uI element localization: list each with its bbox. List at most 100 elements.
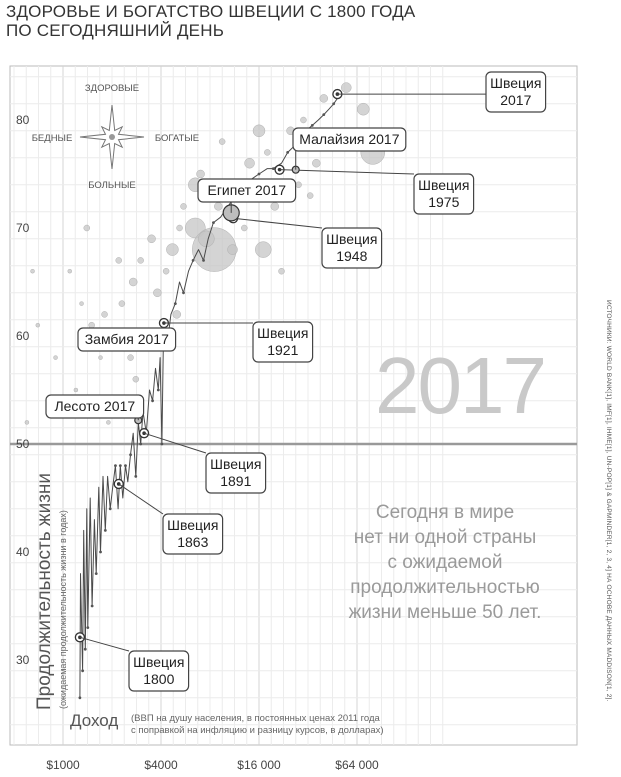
label-country-text: Лесото 2017 (54, 398, 135, 414)
label-country: Малайзия 2017 (292, 127, 407, 152)
country-bubble (319, 94, 329, 103)
compass-center (109, 134, 115, 140)
country-bubble (53, 355, 58, 360)
compass-north: ЗДОРОВЫЕ (85, 83, 139, 94)
country-bubble (295, 181, 302, 189)
label-sweden-1921-text: 1921 (267, 342, 298, 358)
leader-line (118, 483, 164, 515)
country-bubble (198, 230, 215, 248)
country-bubble (227, 244, 238, 255)
sweden-path-point (191, 259, 195, 262)
label-country-text: Замбия 2017 (85, 331, 169, 347)
country-bubble (67, 268, 72, 274)
country-bubble (24, 420, 30, 425)
label-country-box (77, 327, 177, 352)
label-sweden-1863-box (162, 513, 224, 555)
sweden-path-point (134, 475, 138, 478)
label-sweden-1800-box (128, 650, 190, 692)
country-bubble (73, 387, 79, 393)
country-bubble (306, 192, 314, 199)
sweden-path-point (103, 529, 107, 532)
year-watermark: 2017 (375, 341, 547, 430)
label-sweden-1891-text: 1891 (220, 473, 251, 489)
sweden-path-point (156, 388, 160, 392)
sweden-path-point (286, 151, 290, 154)
sweden-path-point (129, 453, 132, 457)
x-tick-label: $1000 (46, 758, 80, 772)
label-country: Лесото 2017 (45, 394, 145, 419)
sweden-path-point (271, 167, 275, 171)
label-sweden-1891-text: Швеция (210, 456, 261, 472)
country-bubble (252, 124, 266, 138)
sweden-path-point (108, 507, 112, 511)
country-bubble (172, 310, 182, 319)
sweden-path-point (99, 550, 102, 554)
country-bubble (98, 355, 103, 360)
country-bubble (214, 202, 223, 211)
label-sweden-1948-box (321, 227, 383, 269)
sweden-path-point (81, 669, 85, 673)
sweden-path-point (139, 442, 143, 446)
source-note: ИСТОЧНИКИ: WORLD BANK[1], IMF[1], IHME[1… (605, 300, 612, 702)
country-bubble (241, 224, 248, 232)
label-country-box (292, 127, 407, 152)
label-sweden-1948-text: 1948 (336, 248, 367, 264)
compass-east: БОГАТЫЕ (155, 133, 199, 144)
label-sweden-1800-text: Швеция (133, 654, 184, 670)
sweden-path-point (202, 259, 205, 262)
country-bubble (255, 241, 272, 258)
label-country-box (45, 394, 145, 419)
country-bubble (176, 224, 183, 232)
label-country-box (197, 178, 297, 203)
country-bubble (270, 202, 280, 211)
sweden-path-point (94, 572, 98, 575)
x-axis-sublabel: (ВВП на душу населения, в постоянных цен… (131, 713, 384, 736)
y-axis-sublabel: (ожидаемая продолжительность жизни в год… (58, 510, 68, 709)
sweden-path-point (310, 124, 314, 127)
annotation-note: Сегодня в мире нет ни одной страны с ожи… (348, 502, 542, 623)
sweden-path-point (114, 464, 117, 467)
label-sweden-1921-box (252, 321, 314, 363)
compass-south: БОЛЬНЫЕ (88, 180, 136, 191)
country-bubble (166, 243, 179, 256)
country-bubble (312, 158, 321, 168)
country-bubble (218, 138, 226, 145)
sweden-path-point (86, 626, 90, 629)
x-axis-label: Доход (70, 711, 119, 730)
country-bubble (132, 375, 140, 383)
country-bubble (357, 102, 370, 116)
country-bubble (162, 267, 170, 275)
chart-title: ЗДОРОВЬЕ И БОГАТСТВО ШВЕЦИИ С 1800 ГОДА … (6, 2, 416, 40)
leader-line (233, 217, 323, 229)
y-tick-label: 40 (16, 545, 30, 559)
x-tick-label: $4000 (144, 758, 178, 772)
sweden-path-point (83, 647, 87, 651)
country-bubble (30, 268, 35, 274)
country-bubble (180, 203, 187, 210)
country-bubble (196, 169, 205, 179)
country-bubble (300, 116, 307, 124)
country-bubble (278, 267, 285, 275)
leader-line (79, 636, 130, 652)
label-sweden-1975-text: 1975 (428, 194, 459, 210)
country-bubble (153, 288, 162, 298)
sweden-path-point (78, 696, 82, 700)
label-sweden-1975-box (413, 173, 475, 215)
x-tick-label: $16 000 (237, 758, 281, 772)
y-tick-label: 50 (16, 437, 30, 451)
label-sweden-1863-text: Швеция (167, 517, 218, 533)
sweden-path-point (124, 464, 127, 467)
country-bubble (79, 301, 84, 306)
country-bubble (83, 224, 91, 232)
country-bubble (127, 354, 134, 361)
country-bubble (88, 321, 95, 329)
y-tick-label: 80 (16, 113, 30, 127)
country-bubble (35, 322, 41, 328)
sweden-path-point (257, 172, 261, 176)
leader-line (143, 432, 207, 454)
